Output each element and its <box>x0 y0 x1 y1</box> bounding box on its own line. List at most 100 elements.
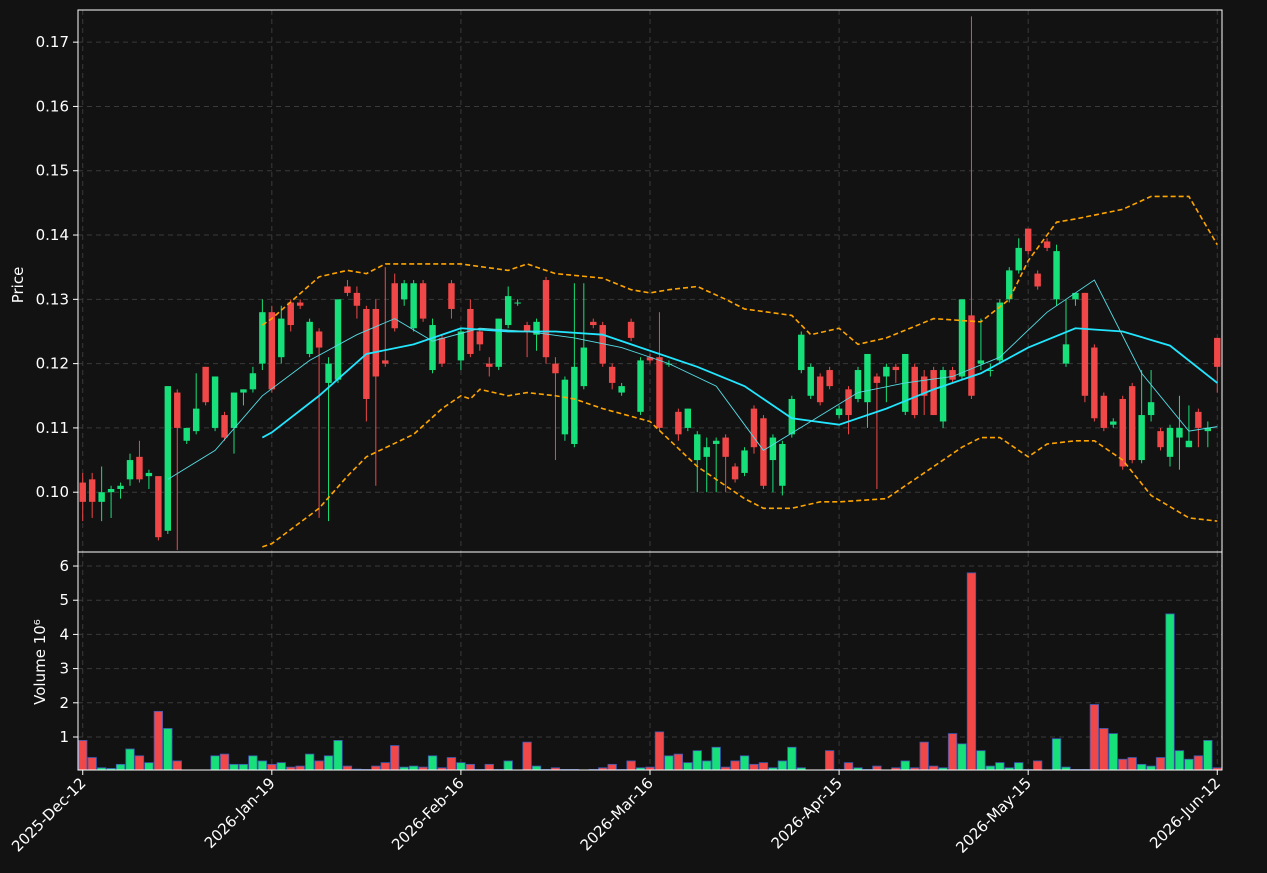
candle-body <box>1091 347 1098 419</box>
candle-body <box>372 308 380 377</box>
candle-body <box>996 302 1004 361</box>
overlay-line <box>261 327 1218 439</box>
volume-bar <box>843 762 854 771</box>
candle-body <box>703 447 710 457</box>
candle-body <box>438 337 446 364</box>
volume-bar <box>144 762 154 771</box>
candle-body <box>504 296 512 326</box>
candle-body <box>315 331 323 348</box>
volume-bar <box>238 763 249 771</box>
candle-body <box>665 363 673 365</box>
candle-body <box>816 376 824 403</box>
candle-body <box>278 318 285 358</box>
candle-body <box>476 331 484 345</box>
candle-body <box>656 357 663 428</box>
y-tick-label: 6 <box>59 557 69 575</box>
volume-bar <box>219 753 230 771</box>
candle-body <box>211 376 219 428</box>
candle-body <box>883 366 890 377</box>
volume-bar <box>749 763 759 771</box>
volume-bar <box>626 760 636 771</box>
candle-body <box>136 456 143 480</box>
candle-body <box>977 360 985 364</box>
volume-bar <box>380 762 390 771</box>
candle-body <box>126 460 134 480</box>
volume-bar <box>985 765 996 771</box>
volume-bar <box>323 755 334 771</box>
candle-body <box>183 427 190 441</box>
volume-bar <box>257 760 268 771</box>
candle-body <box>296 302 304 306</box>
volume-bar <box>125 748 135 771</box>
candle-body <box>854 370 862 399</box>
candle-body <box>873 376 881 383</box>
volume-bar <box>787 746 797 771</box>
candle-body <box>750 408 758 448</box>
candle-body <box>1110 421 1117 425</box>
candle-body <box>486 363 493 367</box>
volume-bar <box>446 757 457 771</box>
y-tick-label: 0.14 <box>36 226 69 244</box>
volume-bar <box>87 757 97 771</box>
candle-body <box>1195 411 1202 428</box>
y-tick-label: 2 <box>59 694 69 712</box>
candle-body <box>240 389 247 393</box>
volume-bar <box>267 763 277 771</box>
candle-body <box>1147 402 1155 416</box>
candle-body <box>192 408 200 432</box>
candle-body <box>1157 431 1164 448</box>
candle-body <box>1043 241 1051 248</box>
volume-bar <box>1203 740 1213 771</box>
volume-bar <box>522 741 532 771</box>
candle-body <box>911 366 918 416</box>
volume-bar <box>673 753 684 771</box>
volume-bar <box>408 765 419 771</box>
volume-bar <box>702 760 712 771</box>
candle-body <box>410 283 417 329</box>
candle-body <box>221 415 228 438</box>
volume-bar <box>172 760 182 771</box>
candle-body <box>618 386 625 393</box>
volume-bar <box>900 760 910 771</box>
candle-body <box>429 325 436 371</box>
y-tick-label: 0.10 <box>36 483 69 501</box>
volume-bar <box>1118 758 1128 771</box>
candle-body <box>788 398 796 435</box>
candle-body <box>79 482 86 502</box>
volume-bar <box>730 760 740 771</box>
candle-body <box>1119 398 1126 467</box>
candle-body <box>145 472 153 477</box>
candle-body <box>712 440 720 444</box>
candle-body <box>155 476 162 538</box>
volume-bar <box>824 750 835 771</box>
candle-body <box>117 485 124 489</box>
volume-bar <box>995 762 1005 771</box>
candle-body <box>1072 292 1079 300</box>
candle-body <box>514 302 521 304</box>
candle-body <box>1034 273 1041 287</box>
candle-body <box>1185 440 1193 448</box>
candle-body <box>760 418 767 486</box>
candle-body <box>939 370 947 422</box>
price-axis-label: Price <box>9 267 27 304</box>
candle-body <box>542 280 550 358</box>
candle-body <box>1204 427 1212 432</box>
candle-body <box>382 360 389 364</box>
volume-bar <box>1099 728 1109 771</box>
volume-bar <box>1193 755 1204 771</box>
candle-body <box>391 283 398 329</box>
candle-body <box>1024 228 1032 252</box>
candle-body <box>1138 415 1145 461</box>
candle-body <box>561 379 569 435</box>
candle-body <box>779 443 786 486</box>
candle-body <box>552 363 559 374</box>
volume-bar <box>248 755 258 771</box>
volume-bar <box>664 755 674 771</box>
volume-bar <box>153 710 164 771</box>
candle-body <box>419 283 427 319</box>
candle-body <box>864 353 871 403</box>
candle-body <box>1081 292 1089 396</box>
volume-bar <box>692 750 702 771</box>
